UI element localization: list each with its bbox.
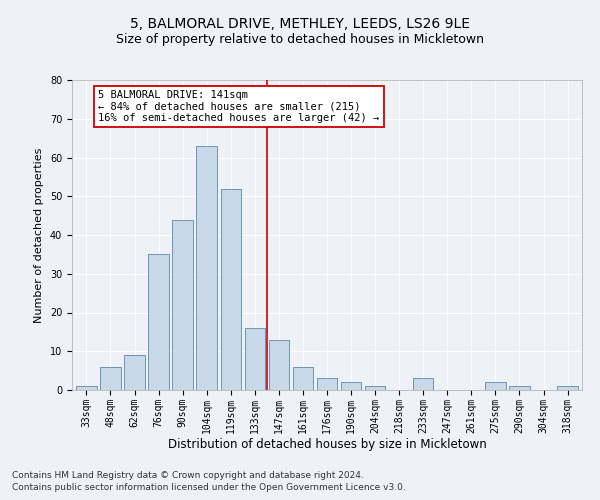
Bar bbox=[245, 328, 265, 390]
Bar bbox=[221, 188, 241, 390]
Text: Contains public sector information licensed under the Open Government Licence v3: Contains public sector information licen… bbox=[12, 484, 406, 492]
Bar bbox=[317, 378, 337, 390]
Bar bbox=[172, 220, 193, 390]
Text: Contains HM Land Registry data © Crown copyright and database right 2024.: Contains HM Land Registry data © Crown c… bbox=[12, 471, 364, 480]
Bar bbox=[269, 340, 289, 390]
Bar bbox=[196, 146, 217, 390]
Bar bbox=[76, 386, 97, 390]
Bar bbox=[100, 367, 121, 390]
Bar bbox=[557, 386, 578, 390]
Bar bbox=[509, 386, 530, 390]
Bar bbox=[341, 382, 361, 390]
X-axis label: Distribution of detached houses by size in Mickletown: Distribution of detached houses by size … bbox=[167, 438, 487, 452]
Bar bbox=[124, 355, 145, 390]
Bar bbox=[485, 382, 506, 390]
Bar bbox=[365, 386, 385, 390]
Text: Size of property relative to detached houses in Mickletown: Size of property relative to detached ho… bbox=[116, 32, 484, 46]
Bar bbox=[148, 254, 169, 390]
Text: 5, BALMORAL DRIVE, METHLEY, LEEDS, LS26 9LE: 5, BALMORAL DRIVE, METHLEY, LEEDS, LS26 … bbox=[130, 18, 470, 32]
Bar bbox=[293, 367, 313, 390]
Y-axis label: Number of detached properties: Number of detached properties bbox=[34, 148, 44, 322]
Bar bbox=[413, 378, 433, 390]
Text: 5 BALMORAL DRIVE: 141sqm
← 84% of detached houses are smaller (215)
16% of semi-: 5 BALMORAL DRIVE: 141sqm ← 84% of detach… bbox=[98, 90, 380, 123]
